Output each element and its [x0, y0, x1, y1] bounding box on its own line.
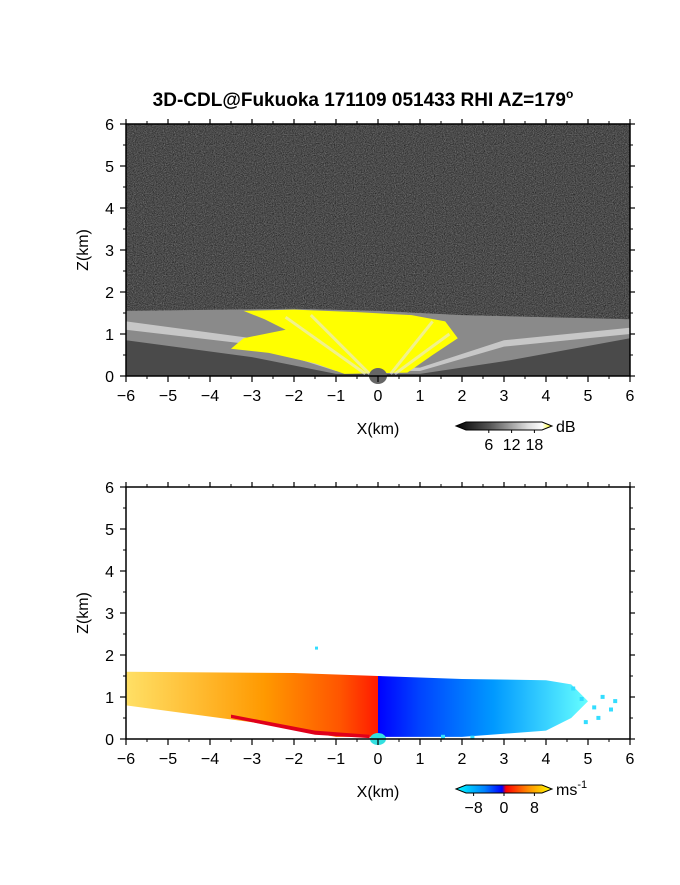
y-tick-label: 2: [105, 285, 114, 302]
velocity-scatter-pixel: [571, 686, 576, 691]
x-tick-label: −4: [201, 751, 219, 768]
snr-y-ticks: 0 1 2 3 4 5 6: [105, 117, 635, 386]
velocity-scatter-pixel: [609, 707, 613, 712]
velocity-scatter-pixel: [596, 715, 601, 720]
velocity-scatter-pixel: [600, 694, 605, 699]
chart-title: 3D-CDL@Fukuoka 171109 051433 RHI AZ=179o: [153, 87, 574, 111]
velocity-negative-region: [378, 676, 588, 737]
y-tick-label: 5: [105, 522, 114, 539]
y-tick-label: 3: [105, 243, 114, 260]
x-tick-label: −5: [159, 751, 177, 768]
x-tick-label: 6: [626, 751, 635, 768]
snr-colorbar-unit: dB: [556, 419, 576, 436]
y-tick-label: 5: [105, 159, 114, 176]
x-tick-label: −1: [327, 388, 345, 405]
snr-lower-shadow: [126, 338, 630, 376]
x-tick-label: 1: [416, 388, 425, 405]
velocity-field: [126, 646, 618, 745]
y-tick-label: 6: [105, 480, 114, 497]
velocity-y-axis-label: Z(km): [75, 592, 92, 634]
x-tick-label: 6: [626, 388, 635, 405]
x-tick-label: −2: [285, 388, 303, 405]
x-tick-label: −5: [159, 388, 177, 405]
velocity-colorbar-ticks: −8 0 8: [464, 793, 539, 817]
x-tick-label: 0: [374, 388, 383, 405]
velocity-scatter-pixel: [470, 735, 475, 740]
colorbar-tick-label: 6: [484, 437, 493, 454]
snr-x-axis-label: X(km): [357, 421, 400, 438]
y-tick-label: 4: [105, 564, 114, 581]
x-tick-label: −3: [243, 751, 261, 768]
snr-streak: [309, 314, 371, 375]
snr-streak: [284, 315, 367, 376]
velocity-scatter-pixel: [583, 720, 588, 725]
snr-colorbar: dB 6 12 18: [454, 419, 576, 454]
y-tick-label: 0: [105, 369, 114, 386]
snr-x-ticks: −6 −5 −4 −3 −2 −1 0 1 2 3 4 5 6: [117, 119, 635, 405]
x-tick-label: 5: [584, 751, 593, 768]
x-tick-label: 3: [500, 388, 509, 405]
snr-streak: [393, 332, 451, 376]
velocity-scatter-pixel: [579, 697, 584, 701]
x-tick-label: 3: [500, 751, 509, 768]
x-tick-label: −1: [327, 751, 345, 768]
colorbar-tick-label: 18: [526, 437, 544, 454]
x-tick-label: 5: [584, 388, 593, 405]
velocity-isolated-pixel: [315, 646, 318, 650]
velocity-colorbar-unit: ms-1: [556, 779, 587, 799]
x-tick-label: 0: [374, 751, 383, 768]
x-tick-label: −6: [117, 388, 135, 405]
y-tick-label: 1: [105, 690, 114, 707]
x-tick-label: 2: [458, 388, 467, 405]
snr-streak: [389, 320, 434, 375]
velocity-y-ticks: 0 1 2 3 4 5 6: [105, 480, 635, 749]
x-tick-label: −2: [285, 751, 303, 768]
snr-colorbar-bar: [454, 421, 554, 431]
velocity-colorbar: ms-1 −8 0 8: [454, 779, 587, 817]
y-tick-label: 6: [105, 117, 114, 134]
y-tick-label: 2: [105, 648, 114, 665]
y-tick-label: 1: [105, 327, 114, 344]
y-tick-label: 4: [105, 201, 114, 218]
x-tick-label: 1: [416, 751, 425, 768]
x-tick-label: 2: [458, 751, 467, 768]
snr-high-core: [231, 309, 458, 374]
velocity-scatter-pixel: [613, 699, 618, 704]
colorbar-tick-label: 0: [500, 800, 509, 817]
x-tick-label: 4: [542, 388, 551, 405]
velocity-colorbar-bar: [454, 784, 554, 794]
velocity-positive-region: [126, 671, 378, 737]
x-tick-label: −4: [201, 388, 219, 405]
velocity-scatter-pixel: [592, 705, 597, 710]
colorbar-tick-label: 8: [530, 800, 539, 817]
colorbar-tick-label: −8: [464, 800, 482, 817]
snr-field: [126, 124, 630, 384]
velocity-lower-edge: [231, 714, 370, 739]
snr-colorbar-ticks: 6 12 18: [484, 430, 543, 454]
velocity-x-ticks: −6 −5 −4 −3 −2 −1 0 1 2 3 4 5 6: [117, 482, 635, 768]
y-tick-label: 0: [105, 732, 114, 749]
x-tick-label: −6: [117, 751, 135, 768]
colorbar-tick-label: 12: [503, 437, 521, 454]
velocity-x-axis-label: X(km): [357, 784, 400, 801]
x-tick-label: −3: [243, 388, 261, 405]
velocity-scatter-pixel: [441, 734, 445, 739]
x-tick-label: 4: [542, 751, 551, 768]
snr-y-axis-label: Z(km): [75, 229, 92, 271]
y-tick-label: 3: [105, 606, 114, 623]
